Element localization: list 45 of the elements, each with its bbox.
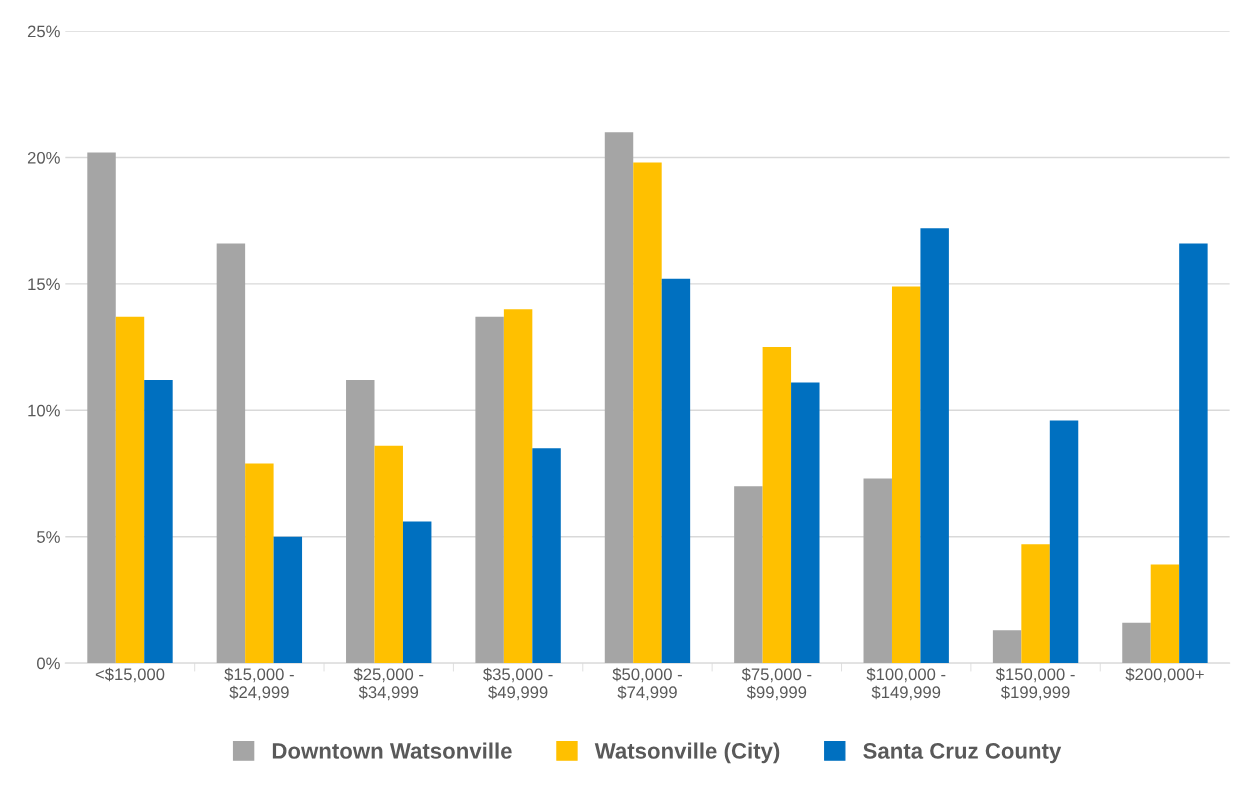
y-tick-label: 20% xyxy=(27,151,60,164)
y-tick-label: 0% xyxy=(37,657,60,670)
bar xyxy=(891,286,921,664)
x-tick-label: $35,000 - $49,999 xyxy=(483,667,553,701)
bar xyxy=(1150,564,1180,664)
x-tick-label: $200,000+ xyxy=(1125,667,1204,683)
y-tick-label: 25% xyxy=(27,25,60,38)
bar xyxy=(863,478,892,664)
bar xyxy=(791,382,820,664)
bar xyxy=(992,630,1022,664)
bar xyxy=(475,316,504,664)
bar xyxy=(115,316,145,664)
bar xyxy=(87,152,116,664)
bar xyxy=(762,347,792,664)
bar xyxy=(1179,243,1208,664)
bar xyxy=(920,228,949,664)
bar xyxy=(346,379,375,664)
x-tick-label: $15,000 - $24,999 xyxy=(224,667,294,701)
bar xyxy=(604,132,634,664)
legend-label: Santa Cruz County xyxy=(863,743,1062,764)
bar xyxy=(532,448,561,664)
bar xyxy=(273,536,303,664)
bar xyxy=(216,243,246,664)
bar xyxy=(245,463,274,664)
x-tick-label: $50,000 - $74,999 xyxy=(612,667,682,701)
x-tick-label: <$15,000 xyxy=(95,667,165,683)
bar xyxy=(503,309,533,664)
y-tick-label: 5% xyxy=(37,531,60,543)
bar xyxy=(1122,622,1151,664)
y-tick-label: 15% xyxy=(28,278,60,291)
y-tick-label: 10% xyxy=(28,404,60,417)
x-tick-label: $75,000 - $99,999 xyxy=(741,667,812,701)
bar xyxy=(1049,420,1079,664)
x-tick-label: $25,000 - $34,999 xyxy=(353,667,424,701)
bar xyxy=(374,445,403,664)
x-tick-label: $100,000 - $149,999 xyxy=(866,667,946,701)
legend-label: Downtown Watsonville xyxy=(272,742,512,759)
bar xyxy=(633,162,662,664)
bar xyxy=(734,486,763,664)
legend-label: Watsonville (City) xyxy=(594,742,780,764)
x-tick-label: $150,000 - $199,999 xyxy=(995,667,1075,701)
bar xyxy=(402,521,432,664)
bar xyxy=(1021,544,1050,664)
bar xyxy=(144,379,173,664)
bar xyxy=(661,278,691,664)
